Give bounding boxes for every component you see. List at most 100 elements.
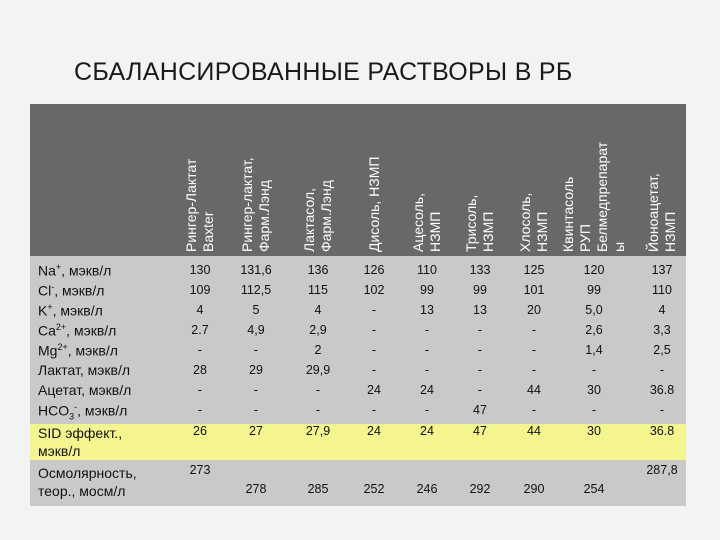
row-label: Ca2+, мэкв/л	[38, 322, 116, 339]
table-cell: 136	[307, 263, 329, 277]
table-cell: 110	[417, 263, 437, 277]
row-label-main: Лактат, мэкв/л	[38, 362, 131, 378]
table-cell: 13	[473, 303, 487, 317]
column-header-label: Дисоль, НЗМП	[366, 157, 383, 252]
row-label-unit: , мэкв/л	[67, 342, 118, 359]
column-header: Трисоль, НЗМП	[463, 108, 497, 252]
column-header-label: Ацесоль, НЗМП	[410, 193, 444, 252]
table-cell: -	[591, 363, 597, 377]
column-header-line: РУП	[577, 224, 593, 252]
row-label-superscript: +	[55, 262, 62, 272]
row-label-main: Ca	[38, 322, 56, 339]
table-cell: 126	[363, 263, 385, 277]
column-header-line: НЗМП	[534, 211, 550, 252]
table-cell: 24	[367, 383, 381, 397]
row-label: Осмолярность, теор., мосм/л	[38, 464, 137, 500]
table-cell: -	[659, 403, 665, 417]
column-header-label: Рингер-лактат, Фарм.Лэнд	[239, 157, 273, 252]
column-header: Ацесоль, НЗМП	[410, 108, 444, 252]
column-header: Хлосоль, НЗМП	[517, 108, 551, 252]
row-label-unit: , мэкв/л	[66, 322, 117, 339]
table-cell: -	[591, 403, 597, 417]
column-header-line: Трисоль,	[463, 194, 479, 252]
table-cell: 130	[189, 263, 211, 277]
table-cell: 120	[583, 263, 605, 277]
table-cell: -	[315, 403, 321, 417]
sid-row-highlight	[30, 424, 686, 460]
table-cell: 285	[307, 482, 329, 496]
table-cell: 292	[469, 482, 491, 496]
table-cell: 24	[420, 383, 434, 397]
table-cell: 13	[420, 303, 434, 317]
row-label: K+, мэкв/л	[38, 302, 103, 319]
column-header-line: Фарм.Лэнд	[318, 180, 334, 252]
row-label-line2: мэкв/л	[38, 443, 81, 459]
column-header-label: Трисоль, НЗМП	[463, 195, 497, 252]
table-cell: 36.8	[649, 383, 675, 397]
table-cell: -	[197, 403, 203, 417]
table-cell: 110	[652, 283, 672, 297]
column-header-line: Дисоль, НЗМП	[365, 156, 382, 252]
row-label: Mg2+, мэкв/л	[38, 342, 118, 359]
column-header: Рингер-Лактат Baxter	[183, 108, 217, 252]
table-cell: 29,9	[305, 363, 331, 377]
table-cell: 30	[587, 383, 601, 397]
row-label: Лактат, мэкв/л	[38, 362, 130, 378]
table-cell: -	[477, 383, 483, 397]
table-cell: 102	[363, 283, 385, 297]
table-cell: 278	[245, 482, 267, 496]
table-cell: 131,6	[240, 263, 272, 277]
row-label: Cl-, мэкв/л	[38, 282, 104, 299]
column-header: Квинтасоль РУП Белмедпрепарат ы	[560, 108, 628, 252]
row-label: SID эффект., мэкв/л	[38, 424, 122, 460]
column-header: Лактасол, Фарм.Лэнд	[301, 108, 335, 252]
table-cell: 125	[523, 263, 545, 277]
column-header-line: Хлосоль,	[517, 192, 533, 252]
table-cell: -	[197, 343, 203, 357]
table-cell: 99	[420, 283, 434, 297]
table-cell: 99	[473, 283, 487, 297]
table-cell: 20	[527, 303, 541, 317]
table-cell: 133	[469, 263, 491, 277]
row-label-superscript: +	[47, 302, 53, 312]
column-header-line: Рингер-Лактат	[183, 158, 199, 252]
table-cell: 4	[314, 303, 322, 317]
table-cell: -	[253, 403, 259, 417]
row-label-subscript: 3	[69, 411, 75, 422]
column-header-line: Белмедпрепарат	[594, 141, 610, 252]
table-cell: 287,8	[646, 463, 678, 477]
table-cell: 28	[193, 363, 207, 377]
table-cell: -	[371, 403, 377, 417]
column-header-label: Рингер-Лактат Baxter	[183, 159, 217, 252]
table-cell: 99	[587, 283, 601, 297]
table-cell: -	[477, 343, 483, 357]
column-header-label: Хлосоль, НЗМП	[517, 193, 551, 252]
row-label-main: HCO	[38, 402, 70, 419]
table-cell: 44	[527, 383, 541, 397]
table-cell: 5,0	[585, 303, 603, 317]
table-cell: -	[424, 323, 430, 337]
table-header	[30, 104, 686, 256]
table-cell: 4	[658, 303, 666, 317]
table-cell: -	[315, 383, 321, 397]
row-label-superscript: -	[74, 402, 78, 412]
row-label-main: K	[38, 302, 48, 319]
page-title: СБАЛАНСИРОВАННЫЕ РАСТВОРЫ В РБ	[74, 58, 573, 86]
table-cell: -	[424, 403, 430, 417]
row-label-line2: теор., мосм/л	[38, 483, 126, 499]
row-label: Na+, мэкв/л	[38, 262, 111, 279]
table-cell: 252	[363, 482, 385, 496]
row-label: HCO3-, мэкв/л	[38, 402, 127, 421]
table-cell: -	[531, 343, 537, 357]
column-header-line: НЗМП	[427, 211, 443, 252]
table-cell: 1,4	[585, 343, 603, 357]
column-header: Дисоль, НЗМП	[366, 108, 383, 252]
table-cell: 4,9	[247, 323, 265, 337]
table-cell: 4	[196, 303, 204, 317]
column-header: Рингер-лактат, Фарм.Лэнд	[239, 108, 273, 252]
row-label-unit: , мэкв/л	[52, 302, 103, 319]
row-label-main: Mg	[38, 342, 58, 359]
table-cell: -	[371, 363, 377, 377]
table-cell: 246	[416, 482, 438, 496]
column-header-line: Йоноацетат,	[645, 173, 661, 252]
